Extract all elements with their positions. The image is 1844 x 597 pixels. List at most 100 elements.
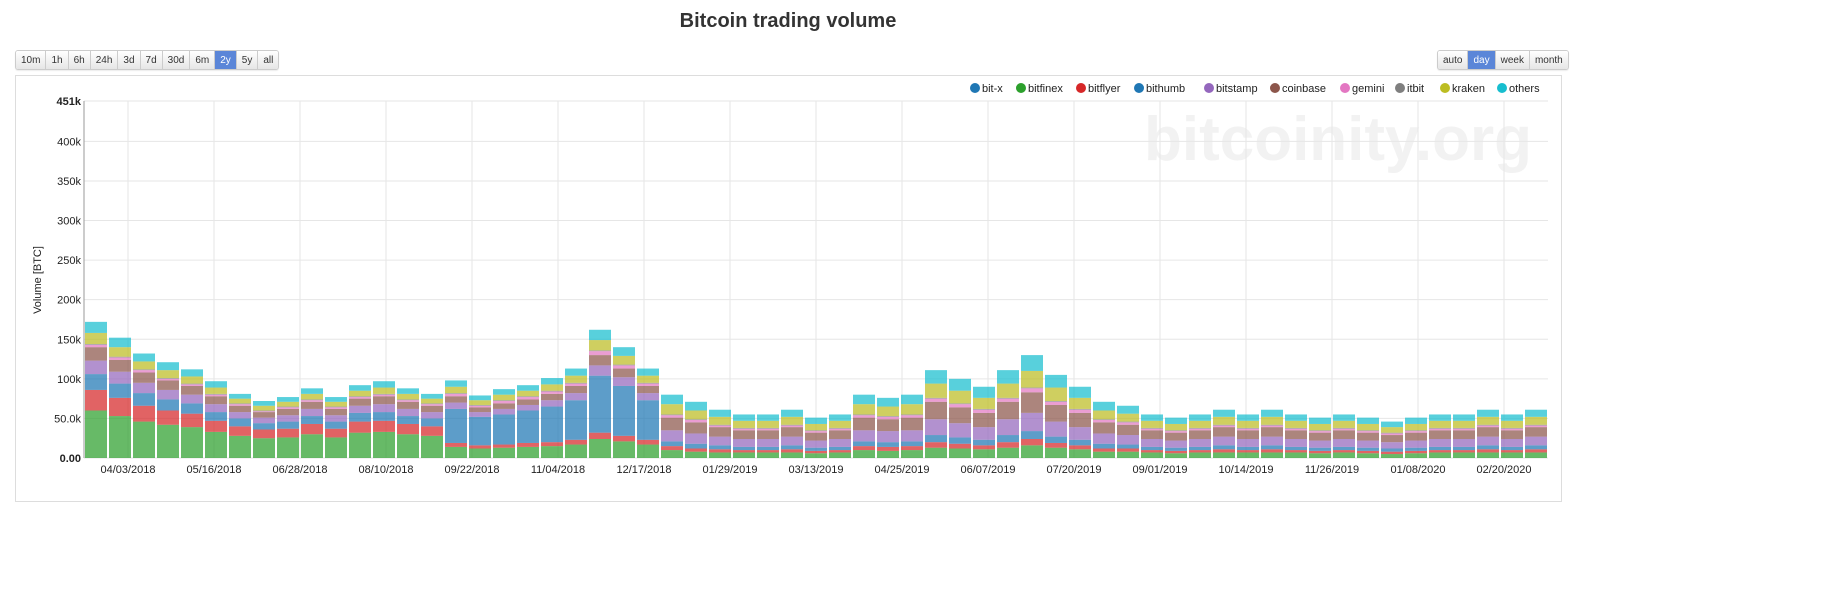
bar-bitstamp[interactable] (1525, 436, 1547, 446)
bar-itbit[interactable] (829, 427, 851, 429)
bar-coinbase[interactable] (1381, 435, 1403, 443)
bar-bithumb[interactable] (1117, 444, 1139, 449)
bar-bitflyer[interactable] (1045, 442, 1067, 448)
bar-gemini[interactable] (205, 394, 227, 397)
bar-kraken[interactable] (1045, 387, 1067, 402)
bar-others[interactable] (1237, 414, 1259, 421)
bar-itbit[interactable] (1525, 424, 1547, 426)
bar-gemini[interactable] (277, 407, 299, 409)
bar-gemini[interactable] (685, 420, 707, 423)
bar-itbit[interactable] (1333, 427, 1355, 429)
bar-gemini[interactable] (949, 404, 971, 408)
bar-kraken[interactable] (397, 393, 419, 400)
bar-bithumb[interactable] (1357, 447, 1379, 451)
bar-itbit[interactable] (1021, 387, 1043, 389)
bar-itbit[interactable] (373, 393, 395, 395)
bar-others[interactable] (1165, 417, 1187, 424)
bar-bitfinex[interactable] (925, 447, 947, 458)
bar-itbit[interactable] (157, 378, 179, 379)
bar-bitfinex[interactable] (301, 434, 323, 458)
bar-bitfinex[interactable] (181, 427, 203, 458)
bar-bitflyer[interactable] (1405, 450, 1427, 454)
bar-coinbase[interactable] (781, 427, 803, 437)
bar-bitstamp[interactable] (925, 419, 947, 436)
bar-bithumb[interactable] (85, 374, 107, 390)
bar-bitfinex[interactable] (1357, 453, 1379, 458)
range-button-6h[interactable]: 6h (68, 51, 91, 69)
bar-bitfinex[interactable] (1237, 452, 1259, 458)
bar-bithumb[interactable] (973, 439, 995, 446)
bar-bitfinex[interactable] (397, 434, 419, 458)
bar-gemini[interactable] (133, 370, 155, 373)
bar-others[interactable] (445, 380, 467, 387)
bar-bithumb[interactable] (541, 406, 563, 443)
bar-gemini[interactable] (1285, 428, 1307, 431)
bar-kraken[interactable] (733, 420, 755, 428)
bar-bitstamp[interactable] (949, 423, 971, 438)
bar-bitflyer[interactable] (1453, 450, 1475, 453)
bar-bitflyer[interactable] (181, 413, 203, 428)
bar-bitflyer[interactable] (973, 445, 995, 450)
bar-gemini[interactable] (253, 411, 275, 413)
bar-kraken[interactable] (1309, 423, 1331, 431)
bar-others[interactable] (1525, 409, 1547, 417)
bar-gemini[interactable] (613, 365, 635, 369)
bar-bitflyer[interactable] (109, 397, 131, 417)
bar-bithumb[interactable] (709, 445, 731, 450)
bar-bitstamp[interactable] (1429, 439, 1451, 447)
bar-coinbase[interactable] (229, 405, 251, 413)
bar-others[interactable] (109, 337, 131, 348)
bar-gemini[interactable] (1117, 422, 1139, 425)
bar-others[interactable] (1477, 409, 1499, 417)
bar-coinbase[interactable] (1021, 392, 1043, 413)
bar-bitstamp[interactable] (133, 382, 155, 394)
bar-itbit[interactable] (1453, 427, 1475, 429)
bar-bitfinex[interactable] (1501, 452, 1523, 458)
bar-itbit[interactable] (1045, 401, 1067, 402)
bar-coinbase[interactable] (397, 401, 419, 409)
legend-marker-others[interactable] (1497, 83, 1507, 93)
bar-bithumb[interactable] (925, 435, 947, 443)
bar-itbit[interactable] (1069, 408, 1091, 410)
bar-bitfinex[interactable] (85, 410, 107, 458)
bar-gemini[interactable] (1213, 425, 1235, 428)
bar-kraken[interactable] (1381, 427, 1403, 433)
bar-gemini[interactable] (829, 428, 851, 431)
bar-kraken[interactable] (781, 416, 803, 425)
bar-bitstamp[interactable] (613, 377, 635, 386)
legend-item-bitstamp[interactable]: bitstamp (1216, 83, 1258, 95)
bar-itbit[interactable] (253, 410, 275, 412)
legend-item-bitflyer[interactable]: bitflyer (1088, 83, 1121, 95)
bar-coinbase[interactable] (1309, 432, 1331, 441)
bar-coinbase[interactable] (1453, 430, 1475, 440)
bar-bitstamp[interactable] (85, 360, 107, 375)
bar-bitstamp[interactable] (781, 436, 803, 446)
bar-kraken[interactable] (181, 376, 203, 384)
bar-bitfinex[interactable] (445, 446, 467, 458)
bar-bitflyer[interactable] (1333, 450, 1355, 453)
bar-others[interactable] (853, 394, 875, 405)
bar-bitflyer[interactable] (1357, 450, 1379, 454)
bar-bitflyer[interactable] (85, 389, 107, 411)
bar-bithumb[interactable] (1261, 445, 1283, 450)
bar-itbit[interactable] (133, 369, 155, 371)
range-button-3d[interactable]: 3d (118, 51, 141, 69)
bar-coinbase[interactable] (1117, 424, 1139, 436)
bar-itbit[interactable] (1429, 427, 1451, 429)
bar-bitflyer[interactable] (493, 444, 515, 448)
bar-bitstamp[interactable] (301, 408, 323, 417)
bar-kraken[interactable] (901, 404, 923, 415)
bar-coinbase[interactable] (517, 399, 539, 405)
bar-gemini[interactable] (1501, 428, 1523, 431)
bar-bitflyer[interactable] (517, 442, 539, 447)
bar-others[interactable] (181, 369, 203, 377)
bar-bithumb[interactable] (109, 383, 131, 398)
bar-gemini[interactable] (1429, 428, 1451, 431)
bar-bitfinex[interactable] (253, 438, 275, 458)
bar-bitflyer[interactable] (1429, 450, 1451, 453)
bar-bitflyer[interactable] (301, 423, 323, 435)
bar-coinbase[interactable] (565, 385, 587, 394)
bar-others[interactable] (397, 388, 419, 394)
bar-bitstamp[interactable] (541, 400, 563, 407)
bar-bitfinex[interactable] (1069, 449, 1091, 458)
